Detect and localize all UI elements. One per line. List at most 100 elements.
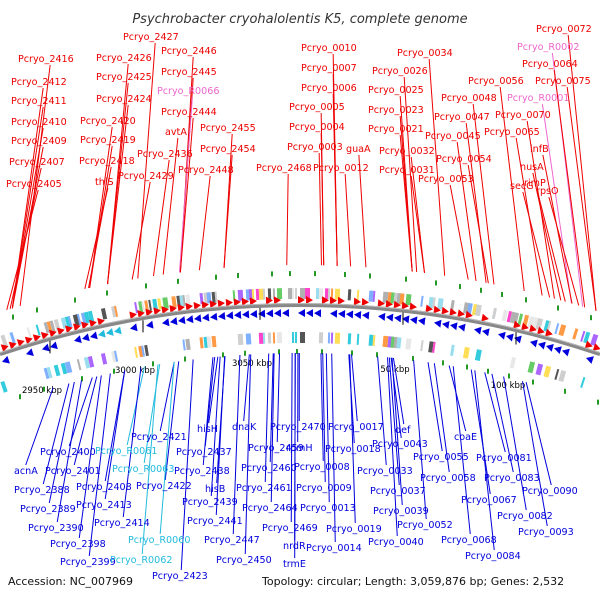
green-mark <box>442 360 444 366</box>
gene-label-reverse: Pcryo_0067 <box>461 495 517 506</box>
gene-label-reverse: Pcryo_0068 <box>441 535 497 546</box>
feature-block <box>214 291 218 303</box>
feature-block <box>474 349 482 361</box>
feature-block <box>554 368 560 380</box>
gene-label-forward: Pcryo_0025 <box>368 85 424 96</box>
feature-block <box>517 313 524 325</box>
reverse-gene-arrow <box>506 333 514 342</box>
reverse-gene-arrow <box>514 335 522 344</box>
reverse-gene-arrow <box>298 308 306 317</box>
green-mark <box>237 273 239 279</box>
feature-block <box>315 288 320 300</box>
leader-line <box>536 188 566 302</box>
green-mark <box>412 356 414 362</box>
green-mark <box>145 283 147 289</box>
tick-label: 3000 kbp <box>115 366 155 376</box>
gene-label-forward: Pcryo_2409 <box>11 136 67 147</box>
feature-block <box>396 337 402 349</box>
leader-line <box>452 366 471 535</box>
gene-label-reverse: Pcryo_0081 <box>476 453 532 464</box>
feature-block <box>134 346 139 358</box>
gene-label-forward: Pcryo_0010 <box>301 43 357 54</box>
gene-label-forward: Pcryo_0070 <box>495 110 551 121</box>
reverse-gene-arrow <box>194 314 202 323</box>
leader-line <box>484 372 506 453</box>
reverse-gene-arrow <box>162 318 170 327</box>
feature-block <box>543 365 552 378</box>
leader-line <box>290 353 293 523</box>
gene-label-reverse: Pcryo_2439 <box>182 497 238 508</box>
feature-block <box>356 333 360 345</box>
leader-line <box>68 377 93 447</box>
reverse-gene-arrow <box>178 316 186 325</box>
leader-line <box>525 382 552 486</box>
forward-gene-arrow <box>129 311 137 320</box>
tick-label: 3050 kbp <box>232 359 272 369</box>
gene-label-forward: Pcryo_0021 <box>368 124 424 135</box>
feature-block <box>185 294 191 306</box>
green-mark <box>525 297 527 303</box>
leader-line <box>269 353 274 463</box>
feature-tracks <box>0 271 600 405</box>
gene-label-reverse: trmE <box>283 559 306 570</box>
forward-gene-arrow <box>481 313 489 322</box>
reverse-gene-arrow <box>306 309 314 318</box>
gene-label-forward: Pcryo_0005 <box>289 102 345 113</box>
feature-block <box>87 310 95 323</box>
gene-label-forward: Pcryo_0023 <box>368 105 424 116</box>
backbone-arc <box>0 303 600 357</box>
feature-block <box>509 311 517 324</box>
feature-block <box>318 332 324 344</box>
leader-line <box>465 122 487 283</box>
feature-block <box>179 295 184 307</box>
gene-label-forward: infB <box>530 144 549 155</box>
gene-label-reverse: Pcryo_2388 <box>14 485 70 496</box>
green-mark <box>271 271 273 277</box>
gene-label-forward: rimP <box>524 178 546 189</box>
reverse-gene-arrow <box>250 309 258 318</box>
feature-block <box>171 296 177 308</box>
leader-line <box>322 353 326 483</box>
feature-block <box>512 312 520 324</box>
leader-line <box>126 366 145 446</box>
gene-label-reverse: Pcryo_R0061 <box>95 446 157 457</box>
gene-label-reverse: Pcryo_2408 <box>76 482 132 493</box>
forward-gene-arrow <box>544 328 553 337</box>
forward-gene-arrow <box>337 296 345 305</box>
feature-block <box>318 288 324 300</box>
gene-label-reverse: hisH <box>197 424 218 435</box>
feature-block <box>49 320 56 332</box>
forward-gene-arrow <box>153 307 161 316</box>
green-mark <box>501 291 503 297</box>
reverse-gene-arrow <box>538 341 546 350</box>
forward-gene-arrow <box>401 301 409 310</box>
gene-label-reverse: Pcryo_0058 <box>420 473 476 484</box>
forward-gene-arrow <box>273 296 281 305</box>
feature-block <box>232 290 236 302</box>
leader-line <box>410 175 426 274</box>
gene-label-forward: thiS <box>95 177 114 188</box>
reverse-gene-arrow <box>386 313 394 322</box>
leader-line <box>377 356 387 466</box>
feature-block <box>100 352 108 365</box>
gene-label-forward: Pcryo_2419 <box>80 135 136 146</box>
gene-label-reverse: Pcryo_2400 <box>40 447 96 458</box>
feature-block <box>546 320 552 333</box>
leader-line <box>286 173 289 266</box>
reverse-gene-arrow <box>402 315 410 324</box>
feature-block <box>199 337 204 349</box>
leader-line <box>349 354 356 524</box>
feature-block <box>554 323 560 335</box>
leader-line <box>159 361 175 432</box>
forward-gene-arrow <box>584 340 593 349</box>
feature-block <box>462 346 470 359</box>
green-mark <box>106 290 108 296</box>
gene-label-reverse: nrdR <box>283 541 306 552</box>
gene-label-reverse: Pcryo_0013 <box>300 503 356 514</box>
reverse-gene-arrow <box>202 313 210 322</box>
reverse-gene-arrow <box>434 319 442 328</box>
gene-label-reverse: Pcryo_2441 <box>187 516 243 527</box>
leader-line <box>548 196 580 306</box>
feature-block <box>26 327 32 339</box>
gene-label-forward: Pcryo_0056 <box>468 76 524 87</box>
